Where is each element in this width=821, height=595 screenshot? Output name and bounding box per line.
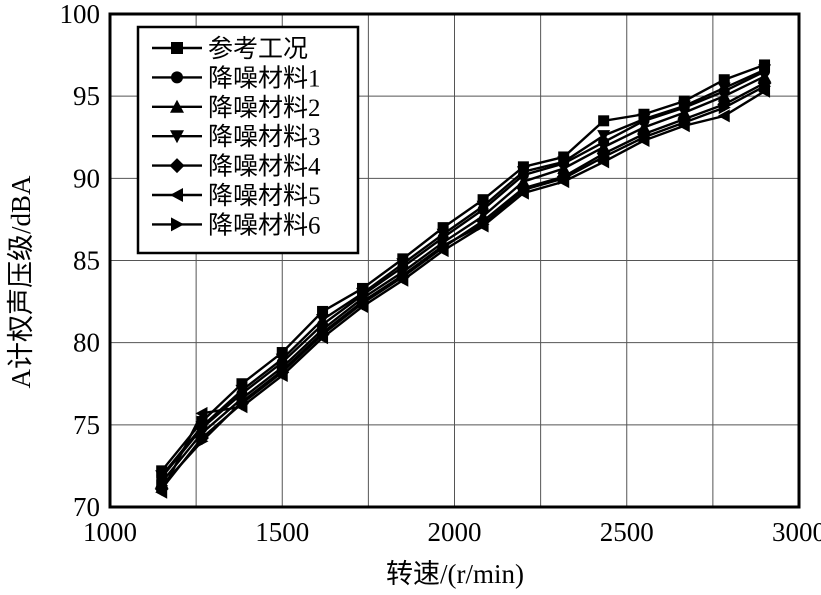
- triangle-down-marker-icon: [235, 384, 249, 397]
- series-line: [160, 63, 765, 472]
- legend-label: 降噪材料5: [208, 182, 321, 210]
- y-tick-label: 75: [73, 410, 100, 440]
- y-tick-label: 100: [60, 0, 101, 29]
- triangle-right-marker-icon: [517, 183, 530, 197]
- series-line: [160, 75, 766, 484]
- triangle-right-marker-icon: [477, 217, 490, 231]
- triangle-right-marker-icon: [156, 479, 169, 493]
- data-series-layer: [154, 59, 772, 499]
- series-line: [160, 90, 766, 493]
- x-tick-label: 1500: [255, 517, 309, 547]
- square-marker-icon: [718, 74, 730, 86]
- legend-item: 降噪材料6: [152, 211, 321, 239]
- triangle-down-marker-icon: [516, 166, 530, 179]
- legend-item: 降噪材料5: [152, 182, 321, 210]
- series-line: [160, 85, 766, 487]
- legend-box: [136, 25, 360, 255]
- square-marker-icon: [437, 222, 449, 234]
- x-tick-label: 3000: [772, 517, 821, 547]
- triangle-down-marker-icon: [316, 314, 330, 327]
- triangle-right-marker-icon: [638, 130, 651, 144]
- square-marker-icon: [598, 115, 610, 127]
- triangle-down-marker-icon: [155, 470, 169, 483]
- triangle-right-marker-icon: [678, 115, 691, 129]
- triangle-down-marker-icon: [476, 200, 490, 213]
- triangle-down-marker-icon: [396, 258, 410, 271]
- triangle-up-marker-icon: [516, 175, 530, 188]
- series-line: [160, 70, 766, 479]
- triangle-down-marker-icon: [597, 130, 611, 143]
- triangle-up-marker-icon: [597, 140, 611, 153]
- legend-label: 降噪材料4: [208, 153, 321, 181]
- legend-item: 降噪材料2: [152, 94, 321, 122]
- x-axis-title: 转速/(r/min): [386, 559, 524, 589]
- plot-border: [108, 12, 801, 509]
- triangle-down-marker-icon: [677, 100, 691, 113]
- triangle-down-marker-icon: [637, 113, 651, 126]
- triangle-right-marker-icon: [437, 239, 450, 253]
- legend-label: 降噪材料6: [208, 211, 321, 239]
- x-axis-tick-labels: 1000 1500 2000 2500 3000: [83, 517, 821, 547]
- y-tick-label: 90: [73, 163, 100, 193]
- legend-item: 参考工况: [152, 35, 308, 63]
- y-tick-label: 85: [73, 246, 100, 276]
- triangle-up-marker-icon: [170, 99, 184, 113]
- triangle-up-marker-icon: [717, 89, 731, 102]
- triangle-down-marker-icon: [170, 130, 184, 144]
- triangle-left-marker-icon: [170, 188, 183, 202]
- triangle-down-marker-icon: [195, 420, 209, 433]
- triangle-right-marker-icon: [397, 268, 410, 282]
- square-marker-icon: [317, 305, 329, 317]
- x-tick-label: 2000: [428, 517, 482, 547]
- triangle-down-marker-icon: [436, 228, 450, 241]
- series-triangle-right: [156, 79, 772, 493]
- triangle-down-marker-icon: [717, 82, 731, 95]
- legend-label: 降噪材料1: [208, 64, 321, 92]
- triangle-down-marker-icon: [356, 287, 370, 300]
- triangle-left-marker-icon: [195, 406, 208, 420]
- triangle-right-marker-icon: [317, 326, 330, 340]
- square-marker-icon: [276, 347, 288, 359]
- triangle-right-marker-icon: [196, 434, 209, 448]
- triangle-down-marker-icon: [557, 156, 571, 169]
- triangle-right-marker-icon: [171, 217, 184, 232]
- triangle-right-marker-icon: [276, 364, 289, 378]
- legend-label: 降噪材料2: [208, 94, 321, 122]
- triangle-down-marker-icon: [275, 353, 289, 366]
- legend-item: 降噪材料3: [152, 123, 321, 151]
- triangle-right-marker-icon: [558, 171, 571, 185]
- y-axis-title: A计权声压级/dBA: [6, 175, 36, 389]
- triangle-left-marker-icon: [155, 485, 168, 499]
- triangle-left-marker-icon: [717, 109, 730, 123]
- legend-item: 降噪材料4: [152, 153, 321, 181]
- legend-label: 参考工况: [208, 35, 308, 63]
- triangle-right-marker-icon: [759, 79, 772, 93]
- x-tick-label: 2500: [600, 517, 654, 547]
- y-tick-label: 70: [73, 492, 100, 522]
- legend-label: 降噪材料3: [208, 123, 321, 151]
- x-tick-label: 1000: [83, 517, 137, 547]
- triangle-up-marker-icon: [637, 120, 651, 133]
- diamond-marker-icon: [169, 158, 185, 174]
- square-marker-icon: [477, 194, 489, 206]
- circle-marker-icon: [171, 71, 183, 84]
- series-triangle-down: [155, 64, 772, 483]
- y-tick-label: 95: [73, 81, 100, 111]
- y-axis-tick-labels: 70 75 80 85 90 95 100: [60, 0, 101, 522]
- legend-item: 降噪材料1: [152, 64, 321, 92]
- y-tick-label: 80: [73, 328, 100, 358]
- triangle-down-marker-icon: [758, 64, 772, 77]
- triangle-right-marker-icon: [718, 101, 731, 115]
- triangle-right-marker-icon: [236, 395, 249, 409]
- square-marker-icon: [236, 378, 248, 390]
- triangle-right-marker-icon: [357, 295, 370, 309]
- square-marker-icon: [171, 42, 183, 54]
- series-line: [160, 68, 766, 477]
- triangle-right-marker-icon: [598, 150, 611, 164]
